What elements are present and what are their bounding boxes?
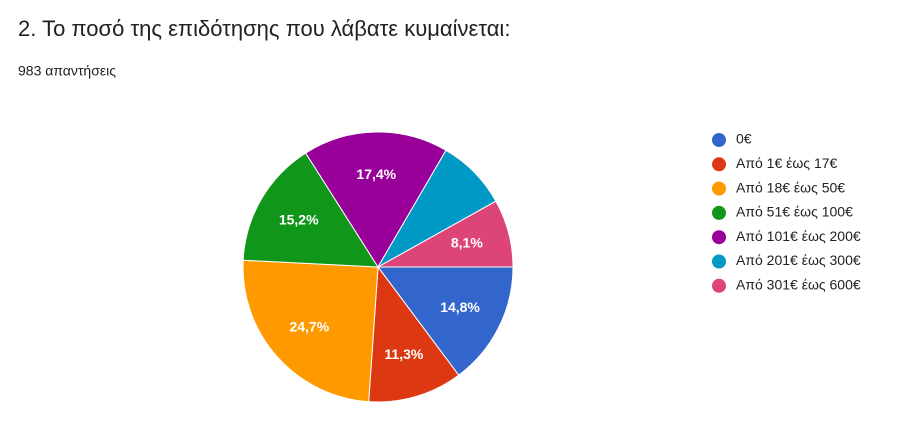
pie-slice (376, 200, 514, 268)
data-label: 14,8% (440, 299, 480, 315)
data-label: 15,2% (279, 211, 319, 227)
legend-marker (712, 181, 726, 196)
legend-marker (712, 133, 726, 147)
data-label: 17,4% (356, 166, 396, 182)
legend-label: 0€ (736, 131, 752, 147)
chart-title: 2. Το ποσό της επιδότησης που λάβατε κυμ… (18, 16, 510, 41)
legend-marker (712, 157, 726, 172)
legend-label: Από 301€ έως 600€ (736, 277, 861, 293)
legend-label: Από 18€ έως 50€ (736, 179, 845, 195)
pie-slice (242, 152, 379, 268)
pie-slice (242, 259, 379, 403)
legend-label: Από 1€ έως 17€ (736, 155, 838, 171)
legend-marker (712, 205, 726, 220)
legend-marker (712, 230, 726, 245)
data-label: 8,1% (451, 235, 483, 251)
legend-label: Από 51€ έως 100€ (736, 204, 853, 220)
legend-marker (712, 278, 726, 293)
data-label: 24,7% (289, 319, 329, 335)
data-label: 11,3% (384, 346, 423, 362)
pie-slice (377, 266, 514, 376)
pie-slice (304, 131, 447, 268)
legend-label: Από 201€ έως 300€ (736, 252, 861, 268)
legend-marker (712, 254, 726, 269)
pie-slice (368, 265, 460, 403)
chart-subtitle: 983 απαντήσεις (18, 63, 116, 79)
legend-label: Από 101€ έως 200€ (736, 228, 861, 244)
